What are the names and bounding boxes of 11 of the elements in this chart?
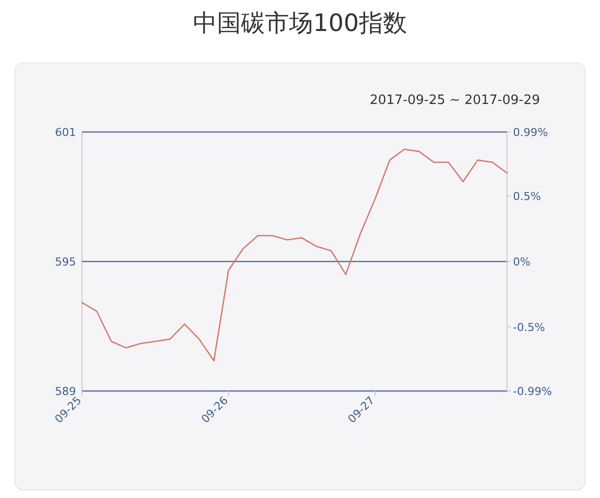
y-tick-label: 595: [55, 256, 76, 268]
y2-tick-label: 0%: [513, 256, 530, 268]
y-tick-label: 601: [55, 126, 76, 139]
y2-tick-label: 0.5%: [513, 190, 541, 204]
y-tick-label: 589: [55, 385, 76, 398]
chart-title: 中国碳市场100指数: [193, 9, 407, 37]
y2-tick-label: 0.99%: [513, 126, 548, 139]
y2-tick-label: -0.99%: [513, 385, 552, 398]
y2-tick-label: -0.5%: [513, 320, 545, 334]
line-series: [81, 148, 508, 362]
chart-subtitle: 2017-09-25 ~ 2017-09-29: [370, 93, 540, 108]
